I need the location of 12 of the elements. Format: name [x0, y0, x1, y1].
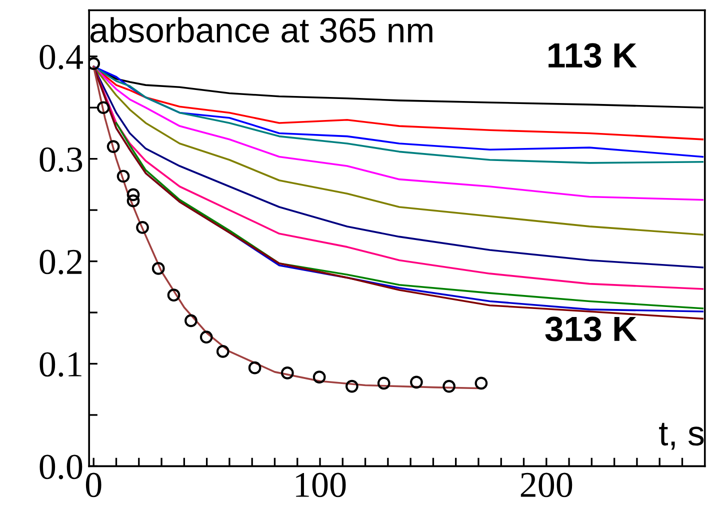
y-tick-label: 0.0 — [40, 454, 82, 480]
x-tick-label: 200 — [520, 472, 572, 498]
annotation: t, s — [659, 422, 704, 450]
x-tick-label: 0 — [86, 472, 102, 498]
y-tick-label: 0.3 — [40, 147, 82, 172]
annotation: 113 K — [548, 43, 637, 68]
y-tick-label: 0.4 — [40, 44, 83, 70]
annotation: absorbance at 365 nm — [90, 17, 432, 43]
y-tick-label: 0.1 — [40, 352, 82, 377]
y-tick-label: 0.2 — [40, 250, 82, 274]
x-tick-label: 100 — [296, 472, 346, 498]
annotation: 313 K — [545, 316, 637, 342]
